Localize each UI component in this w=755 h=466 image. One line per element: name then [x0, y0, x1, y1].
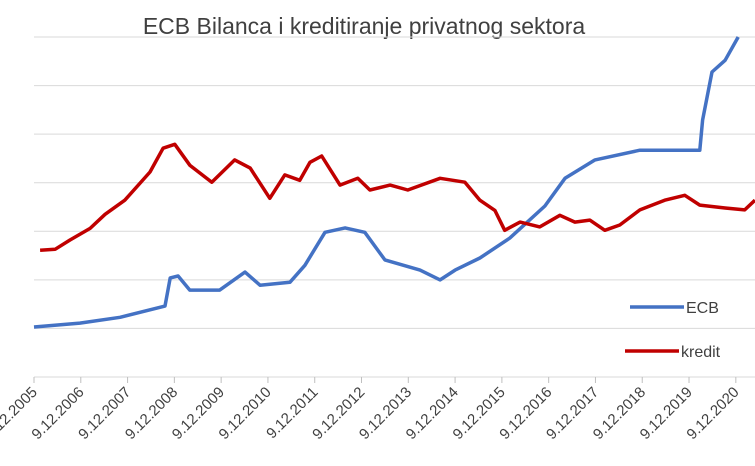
series-line [39, 142, 755, 252]
legend-label: kredit [681, 344, 721, 361]
chart-title: ECB Bilanca i kreditiranje privatnog sek… [143, 13, 586, 39]
series-line [33, 36, 740, 329]
legend-label: ECB [686, 300, 719, 317]
